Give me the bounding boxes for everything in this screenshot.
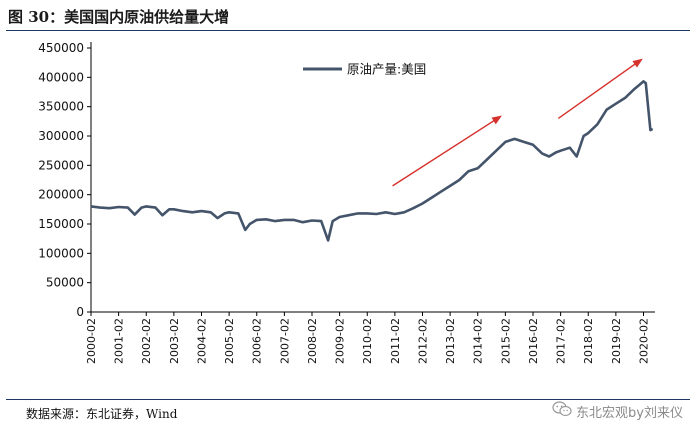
x-tick-label: 2014-02 — [472, 318, 485, 364]
y-tick-label: 250000 — [38, 158, 84, 172]
y-tick-label: 300000 — [38, 129, 84, 143]
series-group — [90, 80, 654, 242]
y-tick-label: 450000 — [38, 41, 84, 55]
x-tick-label: 2001-02 — [113, 318, 126, 364]
x-tick-label: 2010-02 — [361, 318, 374, 364]
chart-axes — [90, 42, 655, 313]
x-tick-label: 2000-02 — [85, 318, 98, 364]
x-tick-label: 2012-02 — [416, 318, 429, 364]
x-tick-label: 2019-02 — [610, 318, 623, 364]
x-tick-label: 2005-02 — [223, 318, 236, 364]
x-tick-label: 2020-02 — [637, 318, 650, 364]
x-tick-label: 2007-02 — [278, 318, 291, 364]
series-line — [90, 80, 654, 242]
x-axis-ticks: 2000-02 2001-02 2002-02 2003-02 2004-02 2005-… — [85, 312, 650, 364]
x-tick-label: 2013-02 — [444, 318, 457, 364]
y-tick-label: 350000 — [38, 100, 84, 114]
y-tick-label: 400000 — [38, 70, 84, 84]
figure-title: 图 30：美国国内原油供给量大增 — [8, 8, 230, 26]
bottom-divider — [6, 399, 690, 400]
source-note: 数据来源：东北证券，Wind — [26, 407, 178, 421]
x-tick-label: 2008-02 — [306, 318, 319, 364]
y-axis-ticks: 0 50000 100000 150000 200000 250000 300000 3500… — [38, 41, 91, 319]
x-tick-label: 2003-02 — [168, 318, 181, 364]
y-tick-label: 50000 — [46, 276, 84, 290]
y-tick-label: 100000 — [38, 246, 84, 260]
y-tick-label: 0 — [76, 305, 84, 319]
x-tick-label: 2011-02 — [389, 318, 402, 364]
y-tick-label: 150000 — [38, 217, 84, 231]
x-tick-label: 2004-02 — [195, 318, 208, 364]
x-tick-label: 2017-02 — [555, 318, 568, 364]
y-tick-label: 200000 — [38, 188, 84, 202]
annotation-arrows — [392, 58, 643, 187]
top-divider — [6, 30, 690, 31]
chart-legend: 原油产量:美国 — [303, 62, 426, 77]
x-tick-label: 2018-02 — [582, 318, 595, 364]
trend-arrow — [557, 58, 643, 119]
legend-label: 原油产量:美国 — [347, 62, 426, 77]
x-tick-label: 2006-02 — [251, 318, 264, 364]
x-tick-label: 2002-02 — [140, 318, 153, 364]
trend-arrow — [392, 115, 502, 187]
watermark: 东北宏观by刘来仪 — [552, 401, 683, 421]
x-tick-label: 2016-02 — [527, 318, 540, 364]
watermark-text: 东北宏观by刘来仪 — [576, 405, 683, 421]
x-tick-label: 2009-02 — [334, 318, 347, 364]
x-tick-label: 2015-02 — [499, 318, 512, 364]
chart-svg: 0 50000 100000 150000 200000 250000 300000 3500… — [38, 41, 655, 364]
wechat-icon — [552, 401, 572, 421]
